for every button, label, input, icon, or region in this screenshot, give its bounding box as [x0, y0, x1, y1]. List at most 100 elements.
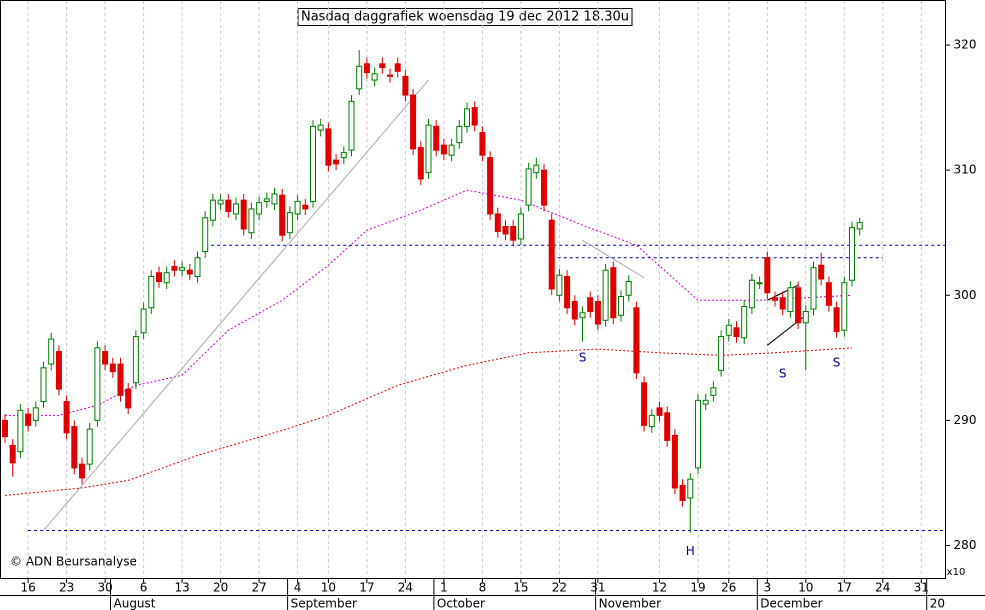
- candle-body: [410, 94, 417, 150]
- candle-body: [487, 157, 494, 215]
- candle-body: [625, 280, 632, 296]
- x-tick-label: 22: [552, 581, 567, 595]
- candle-body: [340, 152, 347, 159]
- candle-body: [725, 324, 732, 336]
- x-tick-label: 15: [513, 581, 528, 595]
- candle-body: [40, 367, 47, 403]
- candle-body: [510, 225, 517, 241]
- candle-body: [756, 282, 763, 285]
- x-tick-label: 13: [174, 581, 189, 595]
- chart-title: Nasdaq daggrafiek woensdag 19 dec 2012 1…: [301, 10, 629, 25]
- copyright: © ADN Beursanalyse: [10, 555, 137, 569]
- candle-body: [456, 125, 463, 144]
- x-tick-label: 19: [690, 581, 705, 595]
- candle-body: [856, 222, 863, 230]
- x-tick-label: 27: [251, 581, 266, 595]
- scale-note: x10: [947, 567, 966, 578]
- candle-body: [818, 264, 825, 280]
- candle-body: [109, 363, 116, 373]
- candle-body: [163, 272, 170, 284]
- month-label: September: [291, 597, 357, 610]
- candle-body: [286, 212, 293, 234]
- candle-body: [849, 227, 855, 281]
- candle-body: [825, 282, 832, 306]
- annotation: S: [779, 367, 787, 381]
- candle-body: [117, 363, 124, 396]
- candle-body: [248, 208, 255, 234]
- candle-body: [741, 306, 748, 339]
- y-tick-label: 300: [954, 288, 977, 302]
- candle-body: [795, 287, 802, 324]
- x-tick-label: 3: [763, 581, 771, 595]
- annotation: S: [579, 350, 587, 364]
- moving-average: [4, 347, 853, 496]
- candle-body: [148, 275, 155, 309]
- candle-body: [9, 444, 16, 464]
- candle-body: [32, 407, 39, 421]
- candle-body: [502, 225, 509, 235]
- candle-body: [633, 307, 640, 374]
- candle-body: [363, 63, 370, 74]
- candle-body: [387, 74, 393, 77]
- candle-body: [348, 100, 355, 151]
- annotation: S: [833, 355, 841, 369]
- candle-body: [695, 399, 701, 469]
- candle-body: [641, 382, 648, 426]
- x-tick-label: 24: [398, 581, 413, 595]
- candle-body: [772, 297, 778, 301]
- candle-body: [525, 168, 532, 206]
- candle-body: [263, 198, 270, 202]
- candle-body: [787, 287, 794, 313]
- candle-body: [602, 269, 609, 321]
- candle-body: [579, 312, 586, 319]
- x-tick-label: 4: [294, 581, 302, 595]
- moving-average: [5, 189, 853, 416]
- x-tick-label: 10: [321, 581, 336, 595]
- y-tick-label: 280: [954, 538, 977, 552]
- candle-body: [171, 265, 178, 271]
- candle-body: [279, 194, 286, 236]
- candle-body: [587, 297, 594, 313]
- month-label: August: [114, 597, 156, 610]
- candle-body: [517, 213, 524, 240]
- candle-body: [140, 308, 147, 334]
- x-tick-label: 31: [590, 581, 605, 595]
- candle-body: [494, 213, 501, 232]
- candle-body: [802, 311, 809, 324]
- candle-body: [702, 399, 709, 405]
- candle-body: [71, 426, 78, 469]
- x-tick-label: 10: [798, 581, 813, 595]
- trendline: [43, 79, 429, 531]
- candle-body: [687, 478, 694, 499]
- x-tick-label: 17: [837, 581, 852, 595]
- candle-body: [618, 296, 624, 316]
- candle-body: [548, 219, 555, 290]
- candle-body: [186, 269, 193, 275]
- candle-body: [209, 199, 216, 221]
- candle-body: [132, 336, 139, 384]
- candle-body: [433, 125, 440, 151]
- month-label: December: [760, 597, 822, 610]
- candle-body: [233, 203, 239, 215]
- candle-body: [833, 307, 840, 333]
- candle-body: [240, 199, 247, 230]
- candle-body: [733, 327, 740, 338]
- candle-body: [333, 159, 340, 165]
- candle-body: [718, 336, 725, 371]
- candle-body: [779, 297, 786, 310]
- candle-body: [55, 351, 62, 390]
- candle-body: [464, 108, 470, 127]
- annotation: H: [686, 544, 695, 558]
- candle-body: [156, 272, 162, 282]
- y-tick-label: 310: [954, 163, 977, 177]
- candle-body: [271, 193, 278, 205]
- x-tick-label: 20: [213, 581, 228, 595]
- candle-body: [417, 147, 424, 180]
- candle-body: [217, 199, 224, 205]
- x-tick-label: 17: [359, 581, 374, 595]
- candle-body: [841, 282, 848, 331]
- candle-body: [194, 257, 201, 277]
- candle-body: [564, 275, 571, 309]
- candle-body: [356, 65, 363, 90]
